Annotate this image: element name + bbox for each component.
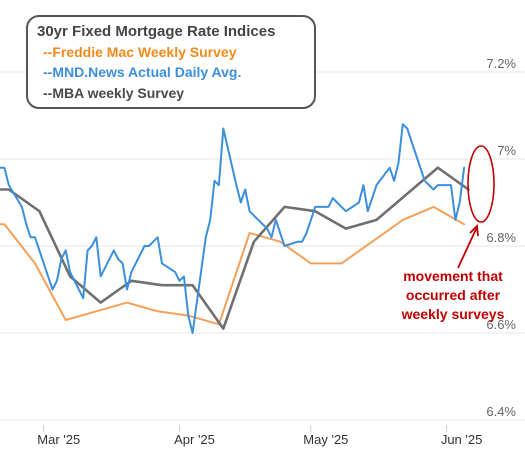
series-layer bbox=[0, 123, 470, 334]
legend-entry-freddie-mac: --Freddie Mac Weekly Survey bbox=[43, 44, 237, 60]
y-tick-label: 7.2% bbox=[486, 56, 516, 71]
y-tick-label: 7% bbox=[497, 143, 516, 158]
legend-entry-mba-weekly: --MBA weekly Survey bbox=[43, 85, 184, 101]
series-line-mnd-daily bbox=[0, 123, 466, 334]
annotation-arrow-shaft bbox=[457, 226, 478, 269]
highlight-ellipse bbox=[467, 145, 495, 223]
legend-entry-mnd-daily: --MND.News Actual Daily Avg. bbox=[43, 64, 241, 80]
grid-layer bbox=[0, 71, 525, 421]
annotation-group: movement that occurred after weekly surv… bbox=[401, 145, 505, 322]
legend-title: 30yr Fixed Mortgage Rate Indices bbox=[37, 23, 275, 40]
legend: 30yr Fixed Mortgage Rate Indices --Fredd… bbox=[26, 15, 316, 109]
x-tick-label: Jun '25 bbox=[441, 432, 483, 447]
legend-box bbox=[26, 15, 316, 109]
annotation-line-2: occurred after bbox=[406, 287, 501, 303]
y-tick-label: 6.4% bbox=[486, 404, 516, 419]
x-tick-label: Mar '25 bbox=[37, 432, 80, 447]
y-tick-label: 6.6% bbox=[486, 317, 516, 332]
x-tick-label: May '25 bbox=[303, 432, 348, 447]
x-tick-label: Apr '25 bbox=[174, 432, 215, 447]
y-tick-label: 6.8% bbox=[486, 230, 516, 245]
axis-layer: 6.4% 6.6% 6.8% 7% 7.2% Mar '25 Apr '25 May '25 J… bbox=[37, 56, 516, 447]
series-line-mba-weekly bbox=[0, 166, 470, 330]
annotation-arrow-head bbox=[469, 224, 479, 237]
annotation-line-3: weekly surveys bbox=[401, 306, 505, 322]
annotation-line-1: movement that bbox=[403, 268, 503, 284]
